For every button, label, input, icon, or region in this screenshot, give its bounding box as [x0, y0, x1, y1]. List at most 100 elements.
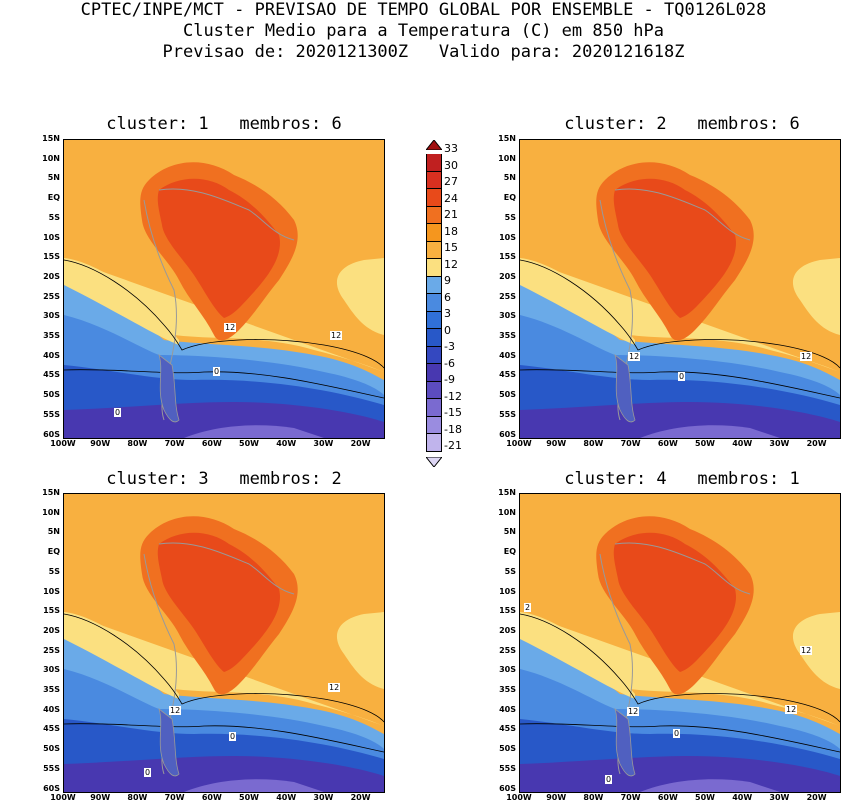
colorbar-label: -6 — [444, 356, 455, 370]
lat-tick-label: 5N — [503, 527, 516, 537]
lat-tick-label: 35S — [43, 685, 60, 694]
contour-label: 0 — [678, 372, 686, 381]
lon-tick-label: 50W — [695, 793, 715, 802]
colorbar-swatch — [426, 259, 442, 277]
contour-label: 12 — [169, 706, 182, 715]
contour-label: 12 — [785, 705, 798, 714]
colorbar-swatch — [426, 189, 442, 207]
lat-tick-label: EQ — [47, 547, 60, 557]
lon-tick-label: 30W — [313, 793, 334, 802]
lon-tick-label: 60W — [657, 439, 678, 448]
contour-label: 0 — [605, 775, 613, 784]
panel-1-title: cluster: 1 membros: 6 — [106, 114, 342, 134]
lat-tick-label: 60S — [499, 783, 516, 793]
title-line-2: Cluster Medio para a Temperatura (C) em … — [182, 21, 665, 41]
colorbar-label: 12 — [444, 257, 458, 271]
lat-tick-label: 10S — [499, 232, 516, 242]
panel-3-title: cluster: 3 membros: 2 — [106, 469, 342, 489]
colorbar-label: 33 — [444, 142, 458, 155]
colorbar-swatch — [426, 346, 442, 364]
contour-label: 12 — [800, 646, 813, 655]
lat-tick-label: 15S — [499, 606, 516, 616]
lat-tick-label: 5N — [47, 173, 60, 183]
contour-label: 0 — [114, 408, 122, 417]
lat-tick-label: 5S — [504, 212, 516, 222]
lon-tick-label: 60W — [201, 793, 222, 802]
lon-tick-label: 30W — [769, 439, 790, 448]
colorbar-swatch — [426, 241, 442, 259]
lon-tick-label: 60W — [201, 439, 222, 448]
colorbar-swatch — [426, 171, 442, 189]
contour-label: 0 — [144, 768, 152, 777]
lat-tick-label: 5N — [503, 173, 516, 183]
colorbar-swatch — [426, 311, 442, 329]
colorbar-swatch — [426, 154, 442, 172]
lat-tick-label: 60S — [43, 429, 60, 439]
lat-tick-label: 20S — [499, 271, 516, 281]
lon-tick-label: 100W — [506, 439, 532, 448]
lat-tick-label: 10S — [43, 232, 60, 242]
lat-tick-label: 40S — [43, 704, 60, 714]
lon-tick-label: 30W — [769, 793, 790, 802]
contour-label: 12 — [800, 352, 813, 361]
temperature-field — [520, 494, 840, 792]
contour-label: 0 — [229, 732, 237, 741]
lat-tick-label: 5S — [504, 566, 516, 576]
lon-tick-label: 90W — [90, 439, 111, 448]
colorbar-swatch — [426, 364, 442, 382]
colorbar-swatch — [426, 399, 442, 417]
lat-tick-label: 10N — [498, 507, 516, 517]
colorbar-swatch — [426, 276, 442, 294]
lat-tick-label: 45S — [499, 370, 516, 380]
lat-tick-label: 15N — [498, 488, 516, 497]
colorbar-swatch — [426, 206, 442, 224]
colorbar — [424, 135, 444, 471]
map-panel-3 — [63, 493, 385, 793]
contour-label: 2 — [524, 603, 532, 612]
contour-label: 12 — [328, 683, 341, 692]
lon-tick-label: 20W — [350, 793, 371, 802]
colorbar-label: -12 — [444, 389, 462, 403]
lon-tick-label: 40W — [732, 793, 753, 802]
contour-label: 0 — [213, 367, 221, 376]
lon-tick-label: 20W — [806, 439, 827, 448]
colorbar-label: 3 — [444, 307, 451, 320]
lat-tick-label: 30S — [43, 665, 60, 675]
contour-label: 12 — [627, 707, 640, 716]
lat-tick-label: 30S — [499, 311, 516, 321]
contour-label: 12 — [224, 323, 237, 332]
contour-label: 12 — [330, 331, 343, 340]
lat-tick-label: 55S — [499, 763, 516, 773]
lon-tick-label: 100W — [506, 793, 532, 802]
lon-tick-label: 80W — [583, 439, 604, 448]
lon-tick-label: 80W — [127, 439, 148, 448]
lon-tick-label: 90W — [546, 439, 567, 448]
panel-4-title: cluster: 4 membros: 1 — [564, 469, 800, 489]
lon-tick-label: 50W — [239, 439, 259, 448]
lon-tick-label: 90W — [90, 793, 111, 802]
lat-tick-label: 25S — [499, 645, 516, 655]
lat-tick-label: 40S — [43, 350, 60, 360]
lat-tick-label: 25S — [43, 645, 60, 655]
temperature-field — [520, 140, 840, 438]
lon-tick-label: 40W — [732, 439, 753, 448]
colorbar-swatch — [426, 224, 442, 242]
title-line-3: Previsao de: 2020121300Z Valido para: 20… — [162, 42, 685, 62]
colorbar-label: 30 — [444, 158, 458, 172]
lat-tick-label: 30S — [43, 311, 60, 321]
temperature-field — [64, 494, 384, 792]
lat-tick-label: 50S — [499, 390, 516, 400]
colorbar-label: 15 — [444, 241, 458, 254]
lat-tick-label: 15S — [43, 606, 60, 616]
map-panel-4 — [519, 493, 841, 793]
lat-tick-label: 15N — [42, 488, 60, 497]
lat-tick-label: 35S — [43, 331, 60, 340]
lon-tick-label: 30W — [313, 439, 334, 448]
colorbar-bottom-arrow — [424, 456, 444, 468]
lat-tick-label: 25S — [499, 291, 516, 301]
lon-tick-label: 70W — [620, 793, 641, 802]
lat-tick-label: 55S — [43, 409, 60, 419]
lon-tick-label: 50W — [695, 439, 715, 448]
colorbar-swatch — [426, 294, 442, 312]
colorbar-label: -21 — [444, 439, 462, 452]
